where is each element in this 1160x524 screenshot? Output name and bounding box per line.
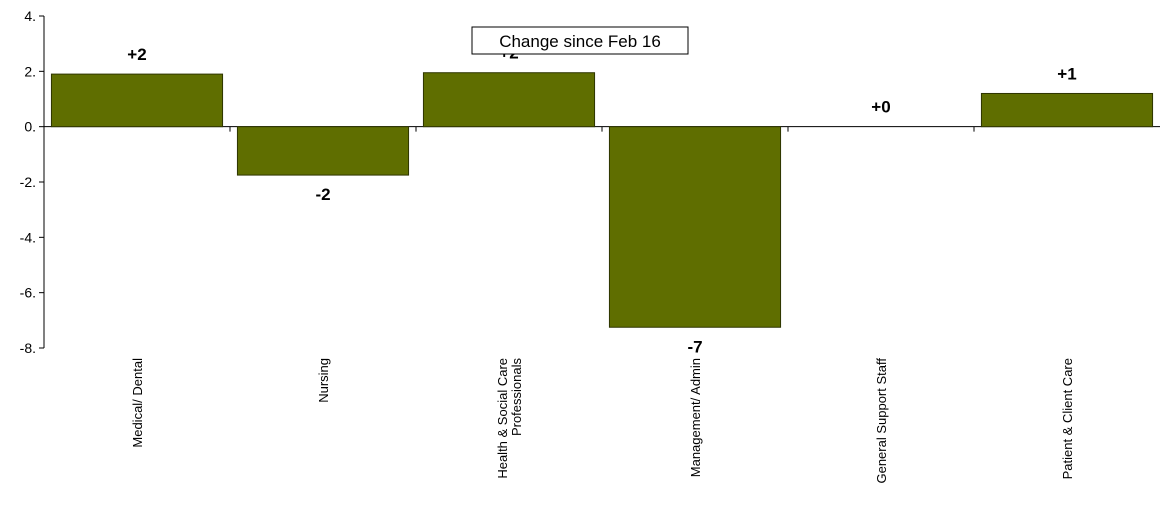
bar	[608, 126, 782, 328]
category-label-line: Medical/ Dental	[130, 358, 145, 448]
category-label-line: Nursing	[316, 358, 331, 403]
category-label-line: Patient & Client Care	[1060, 358, 1075, 479]
category-label: Health & Social Care Professionals	[495, 358, 524, 479]
y-tick-label: -8.	[20, 340, 36, 356]
category-label-line: Professionals	[509, 358, 524, 437]
y-tick-label: -2.	[20, 174, 36, 190]
category-label: Management/ Admin	[688, 358, 703, 477]
category-label: Medical/ Dental	[130, 358, 145, 448]
bar	[236, 126, 410, 176]
data-label: -7	[687, 337, 702, 356]
category-label: Patient & Client Care	[1060, 358, 1075, 479]
data-label: +2	[127, 45, 146, 64]
bar	[50, 73, 224, 128]
bars	[50, 72, 1154, 328]
bar	[980, 92, 1154, 128]
y-tick-label: 4.	[24, 8, 36, 24]
chart-title-text: Change since Feb 16	[499, 32, 661, 51]
category-labels: Medical/ Dental Nursing Health & Social Ca…	[130, 358, 1075, 484]
category-label: Nursing	[316, 358, 331, 403]
chart-title: Change since Feb 16	[471, 26, 689, 55]
y-tick-label: -4.	[20, 229, 36, 245]
category-label-line: Management/ Admin	[688, 358, 703, 477]
category-label-line: General Support Staff	[874, 358, 889, 484]
data-label: -2	[315, 185, 330, 204]
y-tick-label: -6.	[20, 285, 36, 301]
data-label: +1	[1057, 64, 1076, 83]
bar	[422, 72, 596, 128]
y-tick-label: 0.	[24, 119, 36, 135]
data-label: +0	[871, 98, 890, 117]
category-label: General Support Staff	[874, 358, 889, 484]
chart-title-box	[471, 26, 689, 55]
y-tick-label: 2.	[24, 63, 36, 79]
axes: 4. 2. 0. -2. -4. -6. -8.	[20, 8, 1160, 356]
category-label-line: Health & Social Care	[495, 358, 510, 479]
data-labels: +2-2+2-7+0+1	[127, 44, 1076, 357]
